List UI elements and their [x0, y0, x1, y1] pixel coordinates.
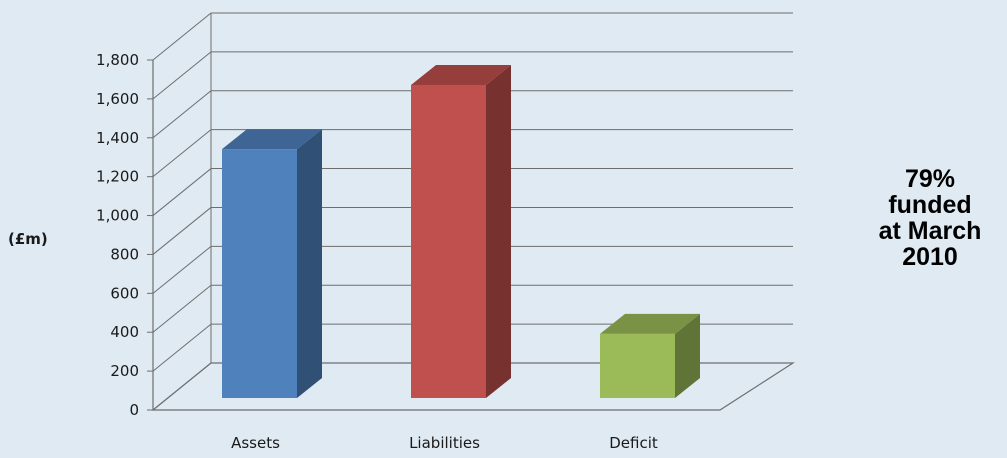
- x-category-label: Deficit: [609, 434, 658, 452]
- gridline-side: [152, 90, 212, 139]
- y-tick-label: 1,200: [96, 168, 139, 186]
- bar-front: [600, 333, 675, 398]
- y-tick-label: 1,600: [96, 90, 139, 108]
- gridline-side: [152, 12, 212, 61]
- y-tick-label: 800: [110, 245, 139, 263]
- y-tick-label: 1,400: [96, 129, 139, 147]
- gridline-side: [152, 284, 212, 333]
- bar-side: [486, 64, 511, 398]
- gridline-side: [152, 323, 212, 372]
- y-tick-label: 600: [110, 284, 139, 302]
- gridline-side: [152, 129, 212, 178]
- bar-liabilities: [411, 64, 511, 398]
- bar-top: [600, 313, 700, 334]
- bar-assets: [222, 129, 322, 398]
- bar-top: [222, 129, 322, 150]
- annotation-line: funded: [888, 191, 972, 219]
- funded-annotation: 79% funded at March 2010: [860, 166, 1000, 270]
- gridline-side: [152, 362, 212, 411]
- y-axis-label: (£m): [8, 230, 48, 248]
- x-category-label: Assets: [231, 434, 280, 452]
- gridline-side: [152, 245, 212, 294]
- bar-front: [411, 84, 486, 398]
- y-tick-label: 0: [129, 401, 139, 419]
- x-category-label: Liabilities: [409, 434, 480, 452]
- bar-top: [411, 64, 511, 85]
- y-tick-label: 400: [110, 323, 139, 341]
- y-tick-label: 200: [110, 362, 139, 380]
- y-tick-label: 1,000: [96, 207, 139, 225]
- bar-side: [675, 313, 700, 398]
- y-tick-label: 1,800: [96, 51, 139, 69]
- gridline-side: [152, 207, 212, 255]
- y-axis-ticks: 0 200 400 600 800 1,000 1,200 1,400 1,600 1,800: [96, 51, 153, 419]
- annotation-line: at March: [878, 217, 982, 245]
- bar-deficit: [600, 313, 700, 398]
- x-axis-categories: Assets Liabilities Deficit: [231, 434, 658, 452]
- gridline-side: [152, 168, 212, 216]
- gridline-side: [152, 51, 212, 100]
- bar-side: [297, 129, 322, 398]
- bar-front: [222, 149, 297, 398]
- bars: [222, 64, 700, 398]
- annotation-line: 79%: [904, 165, 956, 193]
- annotation-line: 2010: [902, 243, 958, 271]
